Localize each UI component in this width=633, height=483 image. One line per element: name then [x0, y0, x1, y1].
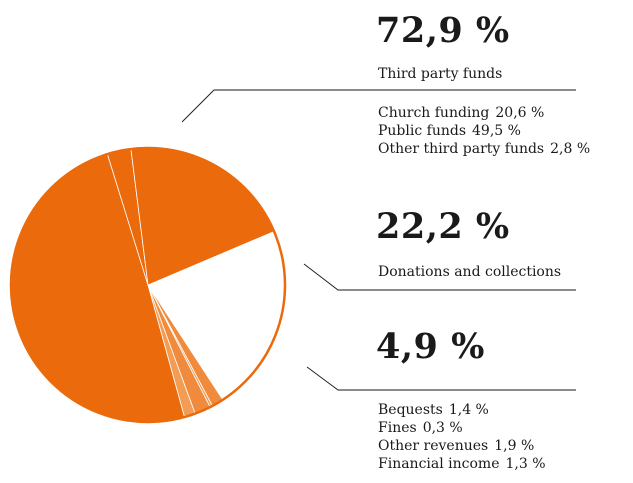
group-other-items: Bequests 1,4 % Fines 0,3 % Other revenues 1…	[378, 401, 546, 473]
item-fines: Fines 0,3 %	[378, 420, 463, 436]
group-third-party-label: Third party funds	[378, 66, 503, 82]
item-financial-income: Financial income 1,3 %	[378, 456, 546, 472]
leader-line-donations	[303, 263, 576, 291]
group-other-percent: 4,9 %	[376, 326, 485, 367]
item-other-revenues: Other revenues 1,9 %	[378, 438, 535, 454]
item-church-funding: Church funding 20,6 %	[378, 105, 545, 121]
leader-line-other	[306, 366, 576, 391]
item-bequests: Bequests 1,4 %	[378, 402, 489, 418]
leader-line-third-party	[181, 89, 576, 123]
pie-slice-donations	[148, 231, 285, 400]
group-third-party-percent: 72,9 %	[376, 10, 510, 51]
item-other-third-party-funds: Other third party funds 2,8 %	[378, 141, 591, 157]
group-donations-percent: 22,2 %	[376, 206, 510, 247]
group-donations-label: Donations and collections	[378, 264, 562, 280]
group-third-party-items: Church funding 20,6 % Public funds 49,5 % …	[378, 104, 590, 158]
item-public-funds: Public funds 49,5 %	[378, 123, 521, 139]
pie-outline	[9, 146, 287, 424]
